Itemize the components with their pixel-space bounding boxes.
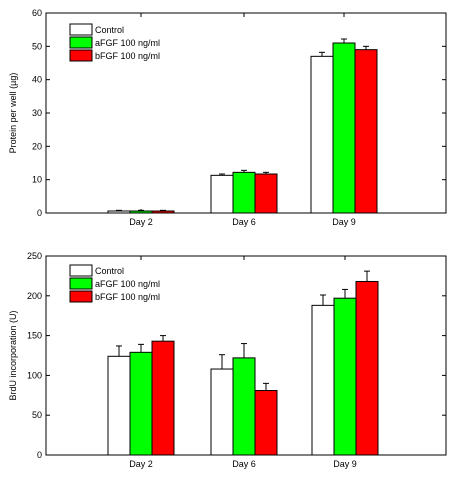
bar [355, 280, 379, 456]
bar [210, 368, 234, 456]
bar [151, 340, 175, 456]
y-tick-label: 20 [32, 141, 42, 151]
legend-swatch [69, 23, 93, 36]
x-tick-label: Day 9 [333, 459, 357, 469]
legend-label: bFGF 100 ng/ml [95, 292, 160, 302]
legend-label: aFGF 100 ng/ml [95, 38, 160, 48]
y-tick-label: 40 [32, 75, 42, 85]
y-tick-label: 0 [37, 450, 42, 460]
y-tick-label: 250 [27, 251, 42, 261]
legend-swatch [69, 277, 93, 290]
bar [232, 357, 256, 456]
bar [333, 297, 357, 456]
legend-swatch [69, 36, 93, 49]
x-tick-label: Day 6 [232, 459, 256, 469]
legend-label: Control [95, 25, 124, 35]
bar [254, 390, 278, 456]
bar [129, 210, 153, 214]
y-tick-label: 60 [32, 8, 42, 18]
bar [151, 210, 175, 214]
bar [107, 210, 131, 214]
x-tick-label: Day 6 [232, 217, 256, 227]
bar [310, 55, 334, 214]
y-axis-title: BrdU incorporation (U) [8, 310, 18, 400]
bar [210, 174, 234, 214]
x-tick-label: Day 2 [129, 459, 153, 469]
legend-label: aFGF 100 ng/ml [95, 279, 160, 289]
y-tick-label: 150 [27, 331, 42, 341]
bar [332, 42, 356, 214]
chart-panel-1: 0 10 20 30 40 50 60 Protein per well (µg) Day 2 D… [8, 8, 447, 227]
y-tick-label: 100 [27, 370, 42, 380]
legend-swatch [69, 264, 93, 277]
y-tick-label: 50 [32, 410, 42, 420]
x-tick-label: Day 9 [332, 217, 356, 227]
y-tick-label: 30 [32, 108, 42, 118]
bar [354, 49, 378, 214]
legend-swatch [69, 49, 93, 62]
y-tick-label: 10 [32, 175, 42, 185]
legend-label: bFGF 100 ng/ml [95, 51, 160, 61]
legend-swatch [69, 290, 93, 303]
y-tick-label: 200 [27, 291, 42, 301]
y-axis-title: Protein per well (µg) [8, 73, 18, 154]
bar [254, 173, 278, 214]
y-tick-label: 50 [32, 41, 42, 51]
bar [107, 355, 131, 456]
legend: Control aFGF 100 ng/ml bFGF 100 ng/ml [69, 264, 160, 303]
bar [311, 304, 335, 456]
chart-panel-2: 0 50 100 150 200 250 BrdU incorporation (U) Day… [8, 251, 447, 469]
bar [232, 171, 256, 214]
bar [129, 351, 153, 456]
x-tick-label: Day 2 [129, 217, 153, 227]
legend-label: Control [95, 266, 124, 276]
legend: Control aFGF 100 ng/ml bFGF 100 ng/ml [69, 23, 160, 62]
y-tick-label: 0 [37, 208, 42, 218]
